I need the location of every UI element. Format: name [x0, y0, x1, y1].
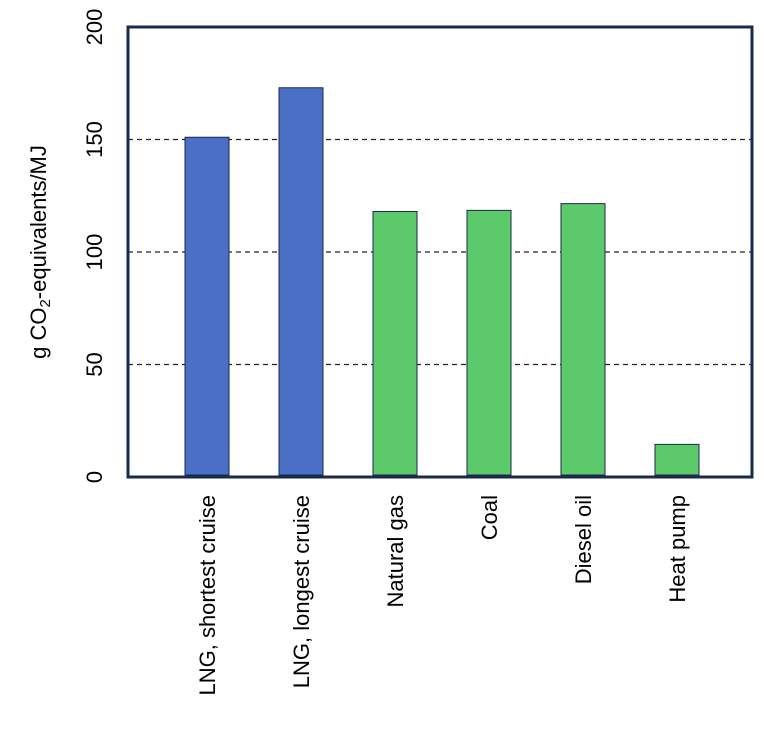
bar	[654, 443, 700, 476]
x-category-label: Natural gas	[383, 495, 408, 608]
bars	[184, 87, 700, 476]
bar	[560, 203, 606, 476]
x-category-label: Heat pump	[665, 495, 690, 603]
y-tick-labels: 0 50 100 150 200	[82, 9, 107, 483]
gridlines	[128, 138, 752, 366]
y-axis-title-subscript: 2	[37, 299, 54, 307]
plot-frame	[126, 25, 754, 479]
y-axis-title-prefix: g CO	[26, 308, 51, 359]
y-tick-label: 0	[82, 471, 107, 483]
bar	[184, 136, 230, 476]
x-category-labels: LNG, shortest cruise LNG, longest cruise N…	[195, 495, 690, 696]
y-tick-label: 150	[82, 121, 107, 158]
y-axis-title-suffix: -equivalents/MJ	[26, 145, 51, 299]
x-category-label: LNG, longest cruise	[289, 495, 314, 688]
bar	[466, 209, 512, 476]
x-category-label: LNG, shortest cruise	[195, 495, 220, 696]
y-tick-label: 100	[82, 234, 107, 271]
y-tick-label: 50	[82, 352, 107, 376]
x-category-label: Coal	[477, 495, 502, 540]
y-axis-title: g CO2-equivalents/MJ	[26, 145, 54, 359]
bar	[372, 211, 418, 476]
x-category-label: Diesel oil	[571, 495, 596, 584]
y-tick-label: 200	[82, 9, 107, 46]
bar	[278, 87, 324, 476]
